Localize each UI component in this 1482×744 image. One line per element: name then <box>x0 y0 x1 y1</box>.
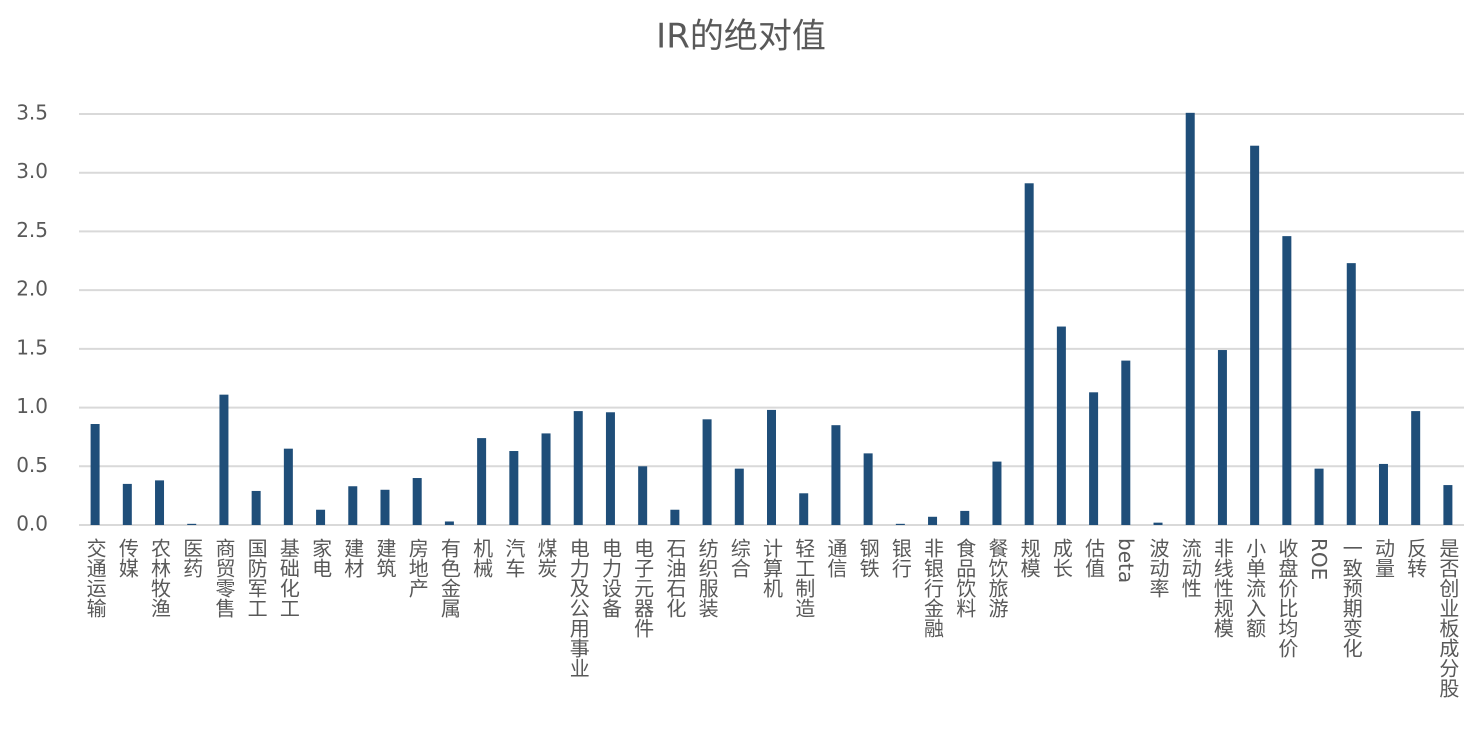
x-tick-label: 煤炭 <box>534 538 558 578</box>
bar <box>1378 463 1388 525</box>
x-tick-label: 石油石化 <box>663 538 687 618</box>
x-tick-label: 成长 <box>1049 538 1073 578</box>
x-tick-label: 家电 <box>309 538 333 578</box>
x-tick-label: 商贸零售 <box>212 538 236 618</box>
x-tick-label: 流动性 <box>1178 538 1202 598</box>
bar <box>638 466 648 525</box>
x-tick-label: 计算机 <box>760 538 784 598</box>
bar <box>1089 392 1099 525</box>
bar <box>509 451 519 525</box>
bar <box>573 411 583 525</box>
x-tick-label: 非线性规模 <box>1210 538 1234 638</box>
bar <box>251 490 261 525</box>
x-tick-label: 电力及公用事业 <box>566 538 590 678</box>
x-tick-label: 机械 <box>470 538 494 578</box>
y-tick-label: 2.5 <box>16 218 48 242</box>
x-tick-label: 非银行金融 <box>921 538 945 638</box>
bar <box>928 516 938 525</box>
x-tick-label: 通信 <box>824 538 848 578</box>
bar <box>605 412 615 525</box>
bar <box>412 478 422 525</box>
bar <box>1411 411 1421 525</box>
x-tick-label: 国防军工 <box>244 538 268 618</box>
x-tick-label: 综合 <box>727 538 751 578</box>
bar <box>1346 263 1356 525</box>
y-tick-label: 0.0 <box>16 512 48 536</box>
bar <box>187 523 197 525</box>
bar <box>1443 485 1453 525</box>
x-tick-label: 医药 <box>180 538 204 578</box>
x-tick-label: 估值 <box>1082 538 1106 578</box>
x-tick-label: 银行 <box>888 538 912 578</box>
y-tick-label: 0.5 <box>16 453 48 477</box>
bar <box>1153 522 1163 525</box>
x-tick-label: 传媒 <box>115 538 139 578</box>
x-tick-label: 电子元器件 <box>631 538 655 638</box>
bar <box>1217 350 1227 525</box>
x-tick-label: 收盘价比均价 <box>1275 538 1299 658</box>
x-tick-label: 动量 <box>1371 538 1395 578</box>
bar <box>348 486 358 525</box>
bar <box>477 438 487 525</box>
x-tick-label: 轻工制造 <box>792 538 816 618</box>
x-tick-label: 是否创业板成分股 <box>1436 538 1460 698</box>
bar <box>670 509 680 525</box>
x-tick-label: 餐饮旅游 <box>985 538 1009 618</box>
bar <box>1121 360 1131 525</box>
x-tick-label: 建筑 <box>373 538 397 578</box>
bar <box>799 493 809 525</box>
x-tick-label: 波动率 <box>1146 538 1170 598</box>
bar <box>155 480 165 525</box>
x-tick-label: 汽车 <box>502 538 526 578</box>
x-tick-label: 规模 <box>1017 538 1041 578</box>
bar <box>1185 112 1195 525</box>
bar <box>541 433 551 525</box>
bar <box>702 419 712 525</box>
x-tick-label: 钢铁 <box>856 538 880 578</box>
y-tick-label: 1.5 <box>16 335 48 359</box>
x-tick-label: 一致预期变化 <box>1339 538 1363 658</box>
bar <box>1282 236 1292 525</box>
x-tick-label: 电力设备 <box>598 538 622 618</box>
bar <box>767 409 776 525</box>
bar <box>1024 183 1034 526</box>
bar <box>90 424 100 525</box>
x-tick-label: 食品饮料 <box>953 538 977 618</box>
bar <box>122 483 132 525</box>
x-tick-label: 有色金属 <box>437 538 461 619</box>
bar <box>219 394 229 525</box>
bar <box>1250 145 1260 525</box>
x-tick-label: 纺织服装 <box>695 538 719 618</box>
y-tick-label: 3.0 <box>16 159 48 183</box>
bar <box>444 521 454 525</box>
bar <box>734 468 744 525</box>
bar <box>992 461 1002 525</box>
x-tick-label: beta <box>1114 538 1138 583</box>
x-tick-label: 反转 <box>1404 538 1428 578</box>
bar <box>1314 468 1324 525</box>
y-tick-label: 3.5 <box>16 101 48 125</box>
x-tick-label: ROE <box>1307 538 1331 580</box>
x-tick-label: 房地产 <box>405 538 429 598</box>
y-tick-label: 2.0 <box>16 277 48 301</box>
y-tick-label: 1.0 <box>16 394 48 418</box>
bar <box>316 509 326 525</box>
x-tick-label: 交通运输 <box>83 538 107 618</box>
bar <box>895 523 905 525</box>
bar <box>1056 326 1066 525</box>
x-tick-label: 基础化工 <box>276 538 300 618</box>
x-tick-label: 建材 <box>341 538 365 578</box>
x-tick-label: 小单流入额 <box>1243 538 1267 638</box>
x-tick-label: 农林牧渔 <box>148 538 172 618</box>
bar <box>831 425 841 525</box>
bar <box>283 448 293 525</box>
bar <box>380 489 390 525</box>
bar <box>960 510 970 525</box>
bar <box>863 453 873 525</box>
chart-title: IR的绝对值 <box>656 17 826 57</box>
